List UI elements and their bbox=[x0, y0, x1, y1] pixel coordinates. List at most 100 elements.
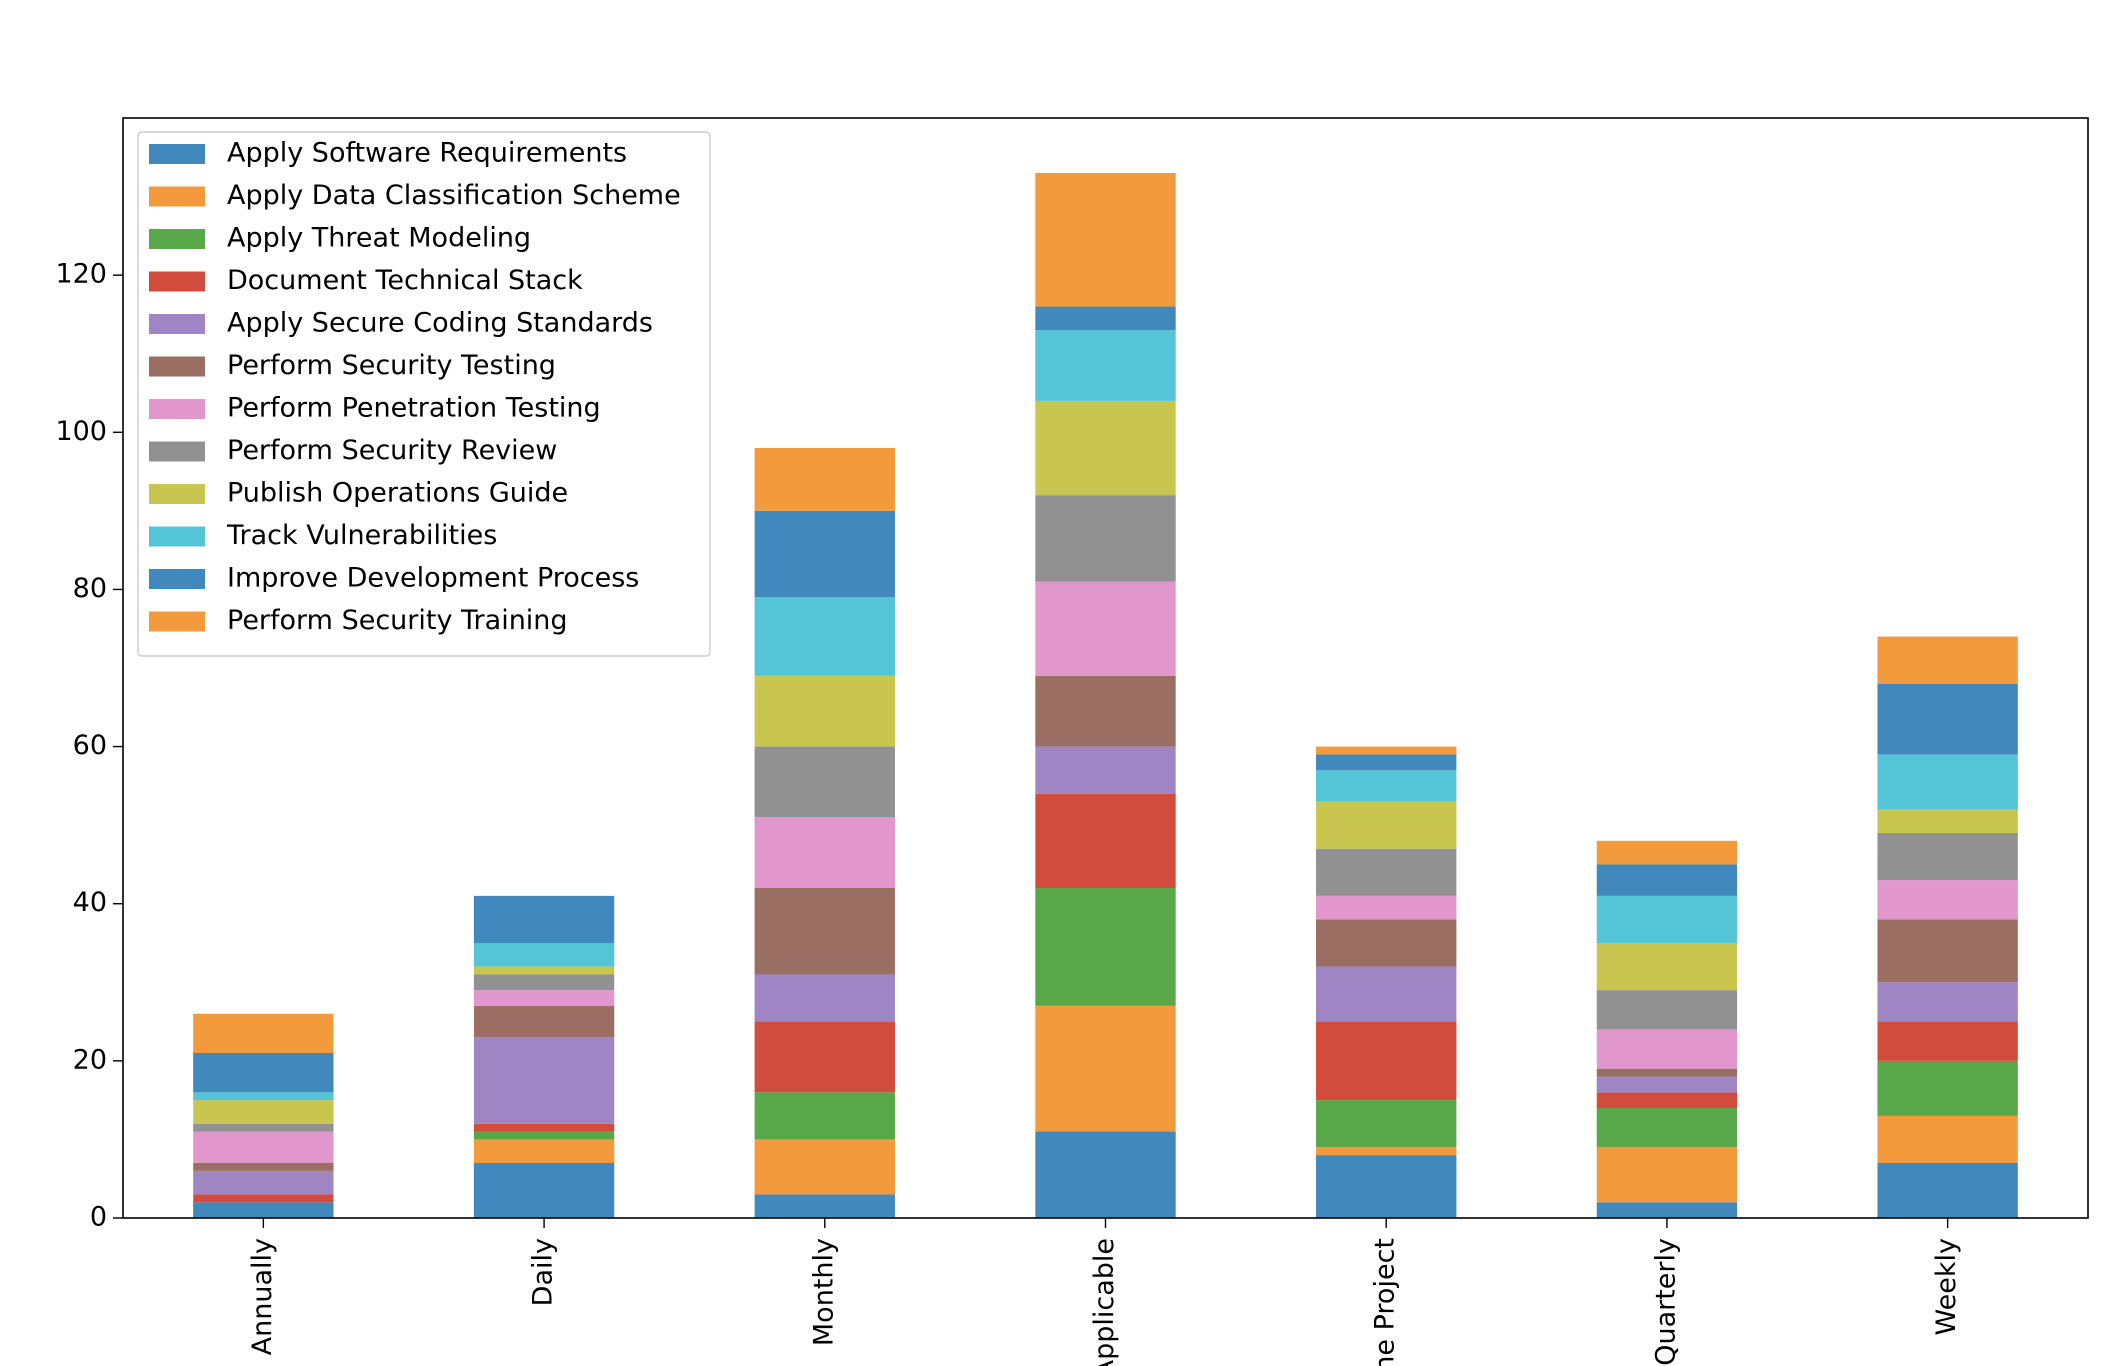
bar-segment bbox=[1596, 864, 1738, 896]
bar-segment bbox=[754, 1021, 895, 1093]
bar-segment bbox=[473, 1131, 615, 1140]
bar-segment bbox=[754, 746, 895, 818]
bar-segment bbox=[473, 895, 615, 943]
bar-segment bbox=[1035, 581, 1176, 676]
bar-segment bbox=[1316, 966, 1457, 1022]
legend-label: Apply Software Requirements bbox=[227, 138, 627, 169]
y-tick-label: 60 bbox=[73, 730, 107, 761]
bar-segment bbox=[193, 1123, 334, 1132]
legend-label: Perform Penetration Testing bbox=[227, 393, 601, 424]
bar-segment bbox=[1035, 746, 1176, 794]
bar-segment bbox=[754, 1092, 895, 1140]
bar-segment bbox=[473, 943, 615, 967]
legend-swatch bbox=[149, 144, 205, 164]
bar-segment bbox=[1596, 1068, 1738, 1077]
legend-swatch bbox=[149, 229, 205, 249]
legend-swatch bbox=[149, 484, 205, 504]
bar-segment bbox=[1316, 1100, 1457, 1148]
x-tick-label: he Project bbox=[1370, 1238, 1401, 1366]
bar-segment bbox=[754, 1139, 895, 1195]
bar-segment bbox=[1877, 1021, 2018, 1061]
bar-segment bbox=[1877, 809, 2018, 833]
bar-segment bbox=[1877, 982, 2018, 1022]
bar-segment bbox=[193, 1092, 334, 1101]
bar-segment bbox=[1596, 1092, 1738, 1108]
bar-segment bbox=[193, 1202, 334, 1218]
bar-segment bbox=[1596, 990, 1738, 1030]
bar-segment bbox=[1316, 848, 1457, 896]
bar-segment bbox=[473, 974, 615, 991]
bar-segment bbox=[1596, 1108, 1738, 1148]
bar-segment bbox=[1316, 1021, 1457, 1101]
x-tick-label: Quarterly bbox=[1650, 1238, 1681, 1366]
y-tick-label: 80 bbox=[73, 573, 107, 604]
bar-segment bbox=[754, 1194, 895, 1218]
bar-segment bbox=[193, 1131, 334, 1163]
bar-segment bbox=[1316, 919, 1457, 967]
bar-segment bbox=[1316, 801, 1457, 849]
legend-swatch bbox=[149, 441, 205, 462]
legend: Apply Software Requirements Apply Data Cl… bbox=[137, 131, 711, 657]
legend-label: Apply Data Classification Scheme bbox=[227, 180, 681, 211]
bar-segment bbox=[193, 1194, 334, 1203]
bar-segment bbox=[1035, 400, 1176, 496]
bar-segment bbox=[1877, 1163, 2018, 1218]
legend-swatch bbox=[149, 356, 205, 377]
bar-segment bbox=[1596, 1029, 1738, 1069]
bar-segment bbox=[1316, 895, 1457, 920]
bar-segment bbox=[1035, 306, 1176, 331]
y-tick-label: 100 bbox=[55, 416, 107, 447]
bar-segment bbox=[1596, 895, 1738, 943]
legend-label: Track Vulnerabilities bbox=[226, 520, 497, 551]
legend-swatch bbox=[149, 611, 205, 632]
bar-segment bbox=[1035, 1131, 1176, 1218]
bar-segment bbox=[473, 990, 615, 1006]
bar-segment bbox=[1035, 888, 1176, 1006]
bar-segment bbox=[473, 1037, 615, 1124]
bar-segment bbox=[1877, 833, 2018, 881]
bar-segment bbox=[473, 1139, 615, 1163]
bar-segment bbox=[1877, 1115, 2018, 1163]
bar-segment bbox=[1316, 1155, 1457, 1218]
bar-segment bbox=[1035, 173, 1176, 307]
bar-segment bbox=[473, 1163, 615, 1218]
bar-segment bbox=[754, 597, 895, 676]
bar-segment bbox=[193, 1053, 334, 1093]
bar-segment bbox=[1035, 675, 1176, 747]
bar-segment bbox=[1877, 636, 2018, 684]
bar-segment bbox=[754, 888, 895, 975]
legend-label: Publish Operations Guide bbox=[227, 478, 568, 509]
bar-segment bbox=[1316, 754, 1457, 771]
bar-segment bbox=[1596, 1076, 1738, 1093]
legend-swatch bbox=[149, 314, 205, 334]
legend-swatch bbox=[149, 186, 205, 207]
bar-segment bbox=[1877, 754, 2018, 810]
y-tick-label: 120 bbox=[55, 259, 107, 290]
legend-label: Apply Secure Coding Standards bbox=[227, 308, 653, 339]
bar-segment bbox=[193, 1163, 334, 1171]
bar-segment bbox=[754, 817, 895, 888]
bar-segment bbox=[1035, 330, 1176, 401]
bar-segment bbox=[1316, 770, 1457, 802]
bar-segment bbox=[1316, 1147, 1457, 1156]
legend-swatch bbox=[149, 399, 205, 419]
x-tick-label: Annually bbox=[247, 1238, 278, 1355]
legend-label: Perform Security Testing bbox=[227, 350, 556, 381]
bar-segment bbox=[1035, 495, 1176, 582]
y-tick-label: 20 bbox=[73, 1044, 107, 1075]
y-tick-label: 0 bbox=[90, 1202, 107, 1233]
bar-segment bbox=[193, 1013, 334, 1053]
bar-segment bbox=[1596, 1147, 1738, 1203]
legend-label: Document Technical Stack bbox=[227, 265, 583, 296]
plot-frame bbox=[122, 117, 2089, 1219]
legend-box bbox=[137, 131, 711, 657]
bar-segment bbox=[1877, 1060, 2018, 1116]
bar-segment bbox=[473, 1005, 615, 1038]
bar-segment bbox=[754, 974, 895, 1022]
x-tick-label: Weekly bbox=[1931, 1238, 1962, 1335]
bar-segment bbox=[1035, 793, 1176, 888]
bar-segment bbox=[754, 675, 895, 747]
legend-swatch bbox=[149, 569, 205, 589]
bar-segment bbox=[1596, 1202, 1738, 1218]
x-tick-label: Monthly bbox=[808, 1238, 839, 1346]
